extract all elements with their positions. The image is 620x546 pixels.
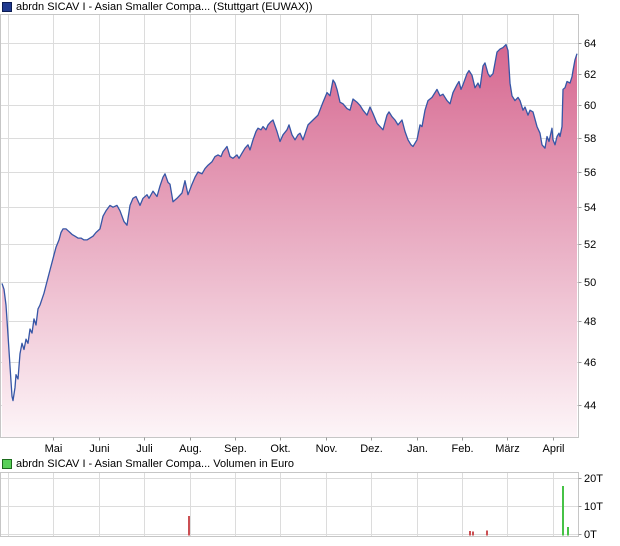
- volume-y-tick-label: 0T: [584, 529, 597, 541]
- price-y-tick-label: 48: [584, 316, 596, 328]
- volume-chart-title: abrdn SICAV I - Asian Smaller Compa... V…: [2, 458, 294, 470]
- volume-plot-border: [0, 472, 579, 537]
- price-x-tick-label: Juni: [89, 443, 109, 455]
- price-x-tick-label: Feb.: [451, 443, 473, 455]
- price-x-tick-label: Okt.: [270, 443, 290, 455]
- volume-bar: [469, 530, 471, 536]
- price-x-tick-label: Juli: [136, 443, 153, 455]
- price-y-tick-label: 58: [584, 133, 596, 145]
- price-y-axis: 64 62 60 58 56 54 52 50 48 46 44: [578, 38, 596, 412]
- volume-y-axis: 20T 10T 0T: [578, 473, 603, 541]
- price-x-tick-label: Nov.: [316, 443, 338, 455]
- volume-chart-title-text: abrdn SICAV I - Asian Smaller Compa... V…: [16, 458, 294, 470]
- price-chart-title-text: abrdn SICAV I - Asian Smaller Compa... (…: [16, 1, 313, 13]
- volume-bar: [567, 527, 569, 536]
- price-y-tick-label: 54: [584, 202, 596, 214]
- price-x-tick-label: Mai: [45, 443, 63, 455]
- price-series-legend-icon: [2, 2, 12, 12]
- price-line: [1, 43, 578, 402]
- price-y-tick-label: 46: [584, 357, 596, 369]
- price-area-fill: [2, 44, 577, 438]
- price-x-axis: Mai Juni Juli Aug. Sep. Okt. Nov. Dez. Jan. Feb. M…: [45, 437, 565, 455]
- price-y-tick-label: 52: [584, 239, 596, 251]
- price-y-tick-label: 50: [584, 277, 596, 289]
- volume-bar: [188, 516, 190, 536]
- price-x-tick-label: März: [495, 443, 519, 455]
- price-y-tick-label: 60: [584, 100, 596, 112]
- volume-bar: [562, 486, 564, 536]
- price-chart-title: abrdn SICAV I - Asian Smaller Compa... (…: [2, 1, 312, 13]
- volume-series-legend-icon: [2, 459, 12, 469]
- price-x-tick-label: Dez.: [360, 443, 383, 455]
- price-plot-border: [0, 14, 579, 438]
- price-y-tick-label: 56: [584, 167, 596, 179]
- price-x-tick-label: Jan.: [407, 443, 428, 455]
- volume-y-tick-label: 20T: [584, 473, 603, 485]
- price-y-tick-label: 62: [584, 69, 596, 81]
- volume-bars: [188, 486, 569, 536]
- volume-bar: [472, 531, 474, 536]
- price-x-tick-label: Aug.: [179, 443, 202, 455]
- volume-chart-grid: [0, 472, 579, 537]
- volume-y-tick-label: 10T: [584, 501, 603, 513]
- price-x-tick-label: Sep.: [224, 443, 247, 455]
- volume-bar: [486, 530, 488, 536]
- price-y-tick-label: 64: [584, 38, 596, 50]
- price-x-tick-label: April: [542, 443, 564, 455]
- price-y-tick-label: 44: [584, 400, 596, 412]
